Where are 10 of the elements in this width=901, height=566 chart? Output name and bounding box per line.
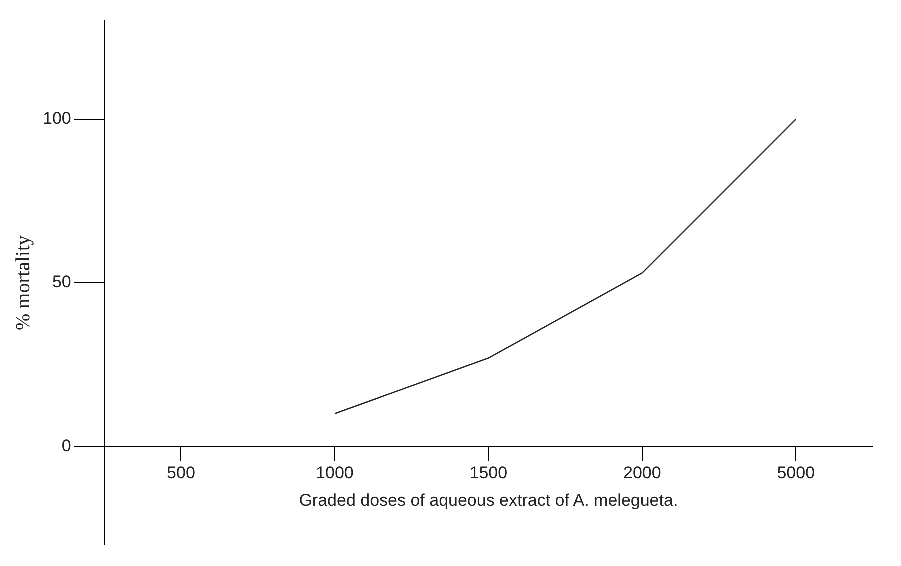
x-tick-label: 2000: [623, 464, 662, 483]
y-tick-label: 100: [42, 109, 72, 128]
y-tick-label: 50: [52, 272, 72, 292]
x-tick-label: 5000: [777, 464, 816, 483]
x-axis-title: Graded doses of aqueous extract of A. melegueta.: [299, 490, 678, 510]
x-tick-label: 1500: [470, 464, 508, 483]
x-tick-label: 500: [167, 464, 196, 483]
x-tick-label: 1000: [316, 464, 354, 483]
y-tick-label: 0: [62, 436, 72, 456]
y-axis-title: % mortality: [12, 236, 34, 330]
